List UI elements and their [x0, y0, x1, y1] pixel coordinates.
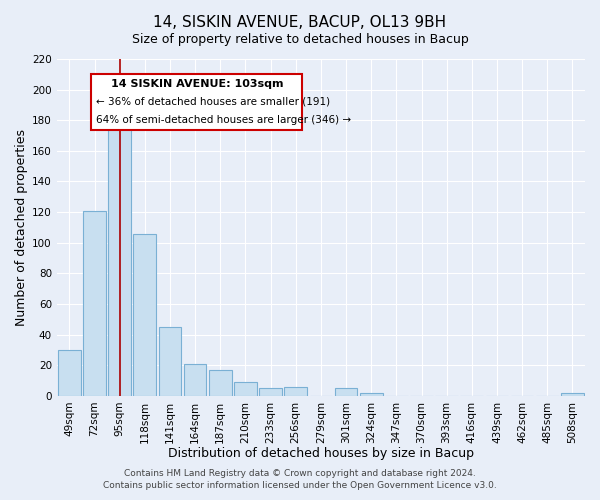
Bar: [335, 388, 358, 396]
Bar: [234, 382, 257, 396]
Text: Size of property relative to detached houses in Bacup: Size of property relative to detached ho…: [131, 32, 469, 46]
Bar: [184, 364, 206, 396]
FancyBboxPatch shape: [91, 74, 302, 130]
Y-axis label: Number of detached properties: Number of detached properties: [15, 129, 28, 326]
Bar: [158, 327, 181, 396]
Text: 14 SISKIN AVENUE: 103sqm: 14 SISKIN AVENUE: 103sqm: [110, 79, 283, 89]
Bar: [109, 128, 131, 396]
Text: 14, SISKIN AVENUE, BACUP, OL13 9BH: 14, SISKIN AVENUE, BACUP, OL13 9BH: [154, 15, 446, 30]
Bar: [58, 350, 80, 396]
Text: ← 36% of detached houses are smaller (191): ← 36% of detached houses are smaller (19…: [97, 97, 331, 107]
Text: 64% of semi-detached houses are larger (346) →: 64% of semi-detached houses are larger (…: [97, 114, 352, 124]
Text: Contains HM Land Registry data © Crown copyright and database right 2024.
Contai: Contains HM Land Registry data © Crown c…: [103, 468, 497, 490]
Bar: [83, 210, 106, 396]
Bar: [133, 234, 156, 396]
Bar: [360, 393, 383, 396]
Bar: [259, 388, 282, 396]
Bar: [209, 370, 232, 396]
X-axis label: Distribution of detached houses by size in Bacup: Distribution of detached houses by size …: [168, 447, 474, 460]
Bar: [284, 386, 307, 396]
Bar: [561, 393, 584, 396]
